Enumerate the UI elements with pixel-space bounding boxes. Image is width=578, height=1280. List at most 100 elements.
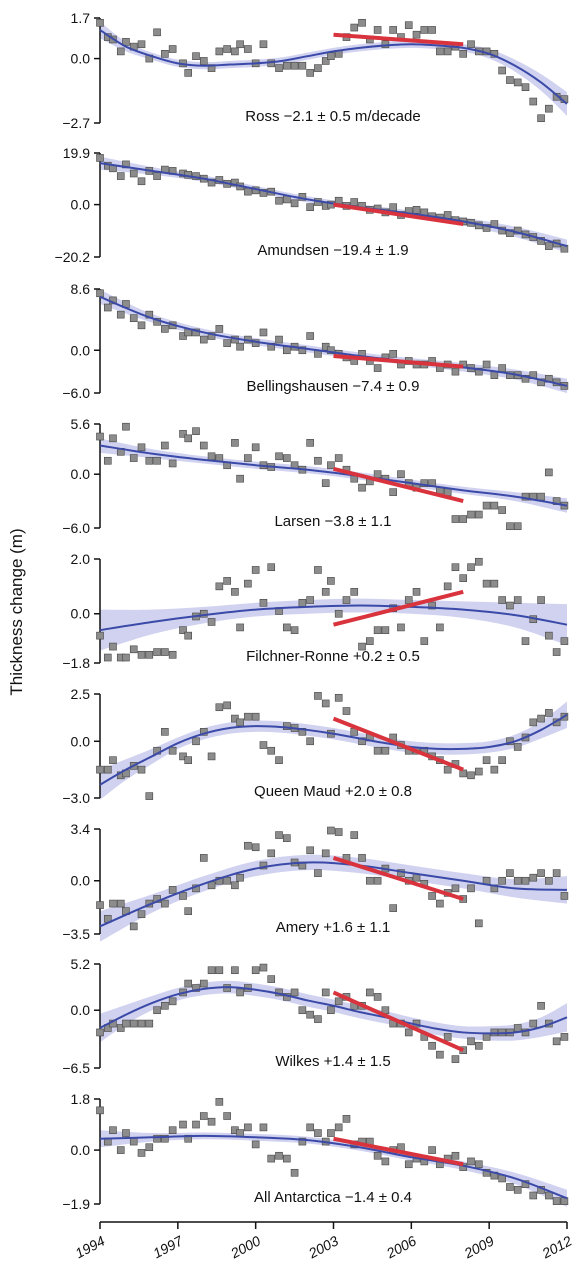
panel-label: All Antarctica −1.4 ± 0.4 <box>254 1189 412 1206</box>
data-point <box>207 966 216 975</box>
data-point <box>103 456 112 465</box>
data-point <box>251 1140 260 1149</box>
data-point <box>537 114 545 123</box>
data-point <box>236 40 244 49</box>
data-point <box>428 892 436 900</box>
y-tick-label: 0.0 <box>71 197 91 213</box>
data-point <box>545 631 553 640</box>
data-point <box>282 61 291 70</box>
x-tick-label: 2000 <box>227 1232 263 1261</box>
data-point <box>137 650 146 659</box>
panel-6: 3.4 0.0 −3.5 Amery +1.6 ± 1.1 <box>62 821 569 942</box>
data-point <box>490 501 499 510</box>
data-point <box>244 1123 252 1132</box>
data-point <box>259 1123 268 1132</box>
y-tick-label: 0.0 <box>71 342 91 358</box>
data-point <box>129 454 138 462</box>
data-point <box>443 765 452 774</box>
data-point <box>389 26 397 34</box>
data-point <box>498 876 506 885</box>
data-point <box>366 876 374 885</box>
data-point <box>334 693 343 702</box>
data-point <box>474 919 483 928</box>
data-point <box>334 1123 343 1132</box>
data-point <box>129 169 138 178</box>
y-tick-label: 2.5 <box>71 686 91 702</box>
data-point <box>199 57 208 65</box>
y-tick-label: 5.6 <box>71 416 91 432</box>
data-point <box>513 78 522 87</box>
data-point <box>145 456 154 465</box>
x-ticks: 1994 1997 2000 2003 2006 2009 2012 <box>72 1222 575 1262</box>
data-point <box>373 470 382 479</box>
data-point <box>168 886 177 894</box>
data-point <box>443 211 452 219</box>
data-point <box>443 582 452 591</box>
data-point <box>314 1015 322 1023</box>
data-point <box>327 346 335 355</box>
data-point <box>358 737 366 746</box>
data-point <box>545 876 553 885</box>
data-point <box>459 49 468 58</box>
data-point <box>103 303 112 312</box>
data-point <box>373 26 382 34</box>
data-point <box>513 596 522 604</box>
fit-curve <box>99 604 568 632</box>
data-point <box>116 899 125 908</box>
data-point <box>116 310 125 319</box>
data-point <box>321 849 330 858</box>
data-point <box>451 515 460 523</box>
fit-curve <box>99 29 568 105</box>
data-point <box>290 626 299 634</box>
data-point <box>161 441 169 450</box>
data-point <box>282 454 291 462</box>
data-point <box>298 1137 307 1146</box>
data-point <box>251 443 260 452</box>
data-point <box>334 454 343 462</box>
data-point <box>168 1126 177 1135</box>
data-point <box>161 1001 169 1010</box>
data-point <box>275 756 283 764</box>
data-point <box>267 849 276 858</box>
data-point <box>145 792 154 800</box>
data-point <box>109 642 117 651</box>
data-point <box>350 831 359 839</box>
data-point <box>145 1143 154 1152</box>
data-point <box>267 1154 276 1163</box>
data-point <box>529 873 538 882</box>
y-tick-label: 3.4 <box>71 821 91 837</box>
data-point <box>513 522 522 531</box>
data-point <box>521 83 530 91</box>
panel-1: 19.9 0.0 −20.2 Amundsen −19.4 ± 1.9 <box>55 145 569 265</box>
data-point <box>306 69 314 77</box>
y-tick-label: 0.0 <box>71 1142 91 1158</box>
data-point <box>168 650 177 659</box>
data-point <box>321 57 330 65</box>
data-point <box>137 321 146 330</box>
data-point <box>428 1146 436 1154</box>
data-point <box>161 648 169 656</box>
data-point <box>207 332 216 340</box>
data-point <box>259 40 268 49</box>
data-point <box>179 892 187 900</box>
data-point <box>552 1197 561 1205</box>
x-tick-label: 2006 <box>383 1232 419 1261</box>
data-point <box>537 714 545 723</box>
data-point <box>116 1146 125 1154</box>
data-point <box>306 846 314 855</box>
fit-curve <box>99 1134 568 1200</box>
x-axis: 1994 1997 2000 2003 2006 2009 2012 <box>72 1221 575 1262</box>
data-point <box>153 1134 161 1143</box>
data-point <box>404 596 413 604</box>
data-point <box>482 579 491 588</box>
data-point <box>199 854 208 862</box>
data-point <box>467 1037 475 1046</box>
data-point <box>529 718 538 727</box>
data-point <box>199 1112 208 1120</box>
data-point <box>192 427 200 435</box>
data-point <box>137 40 146 49</box>
data-point <box>179 1120 187 1129</box>
data-point <box>342 1115 351 1123</box>
data-point <box>192 52 200 60</box>
data-point <box>96 1028 104 1037</box>
